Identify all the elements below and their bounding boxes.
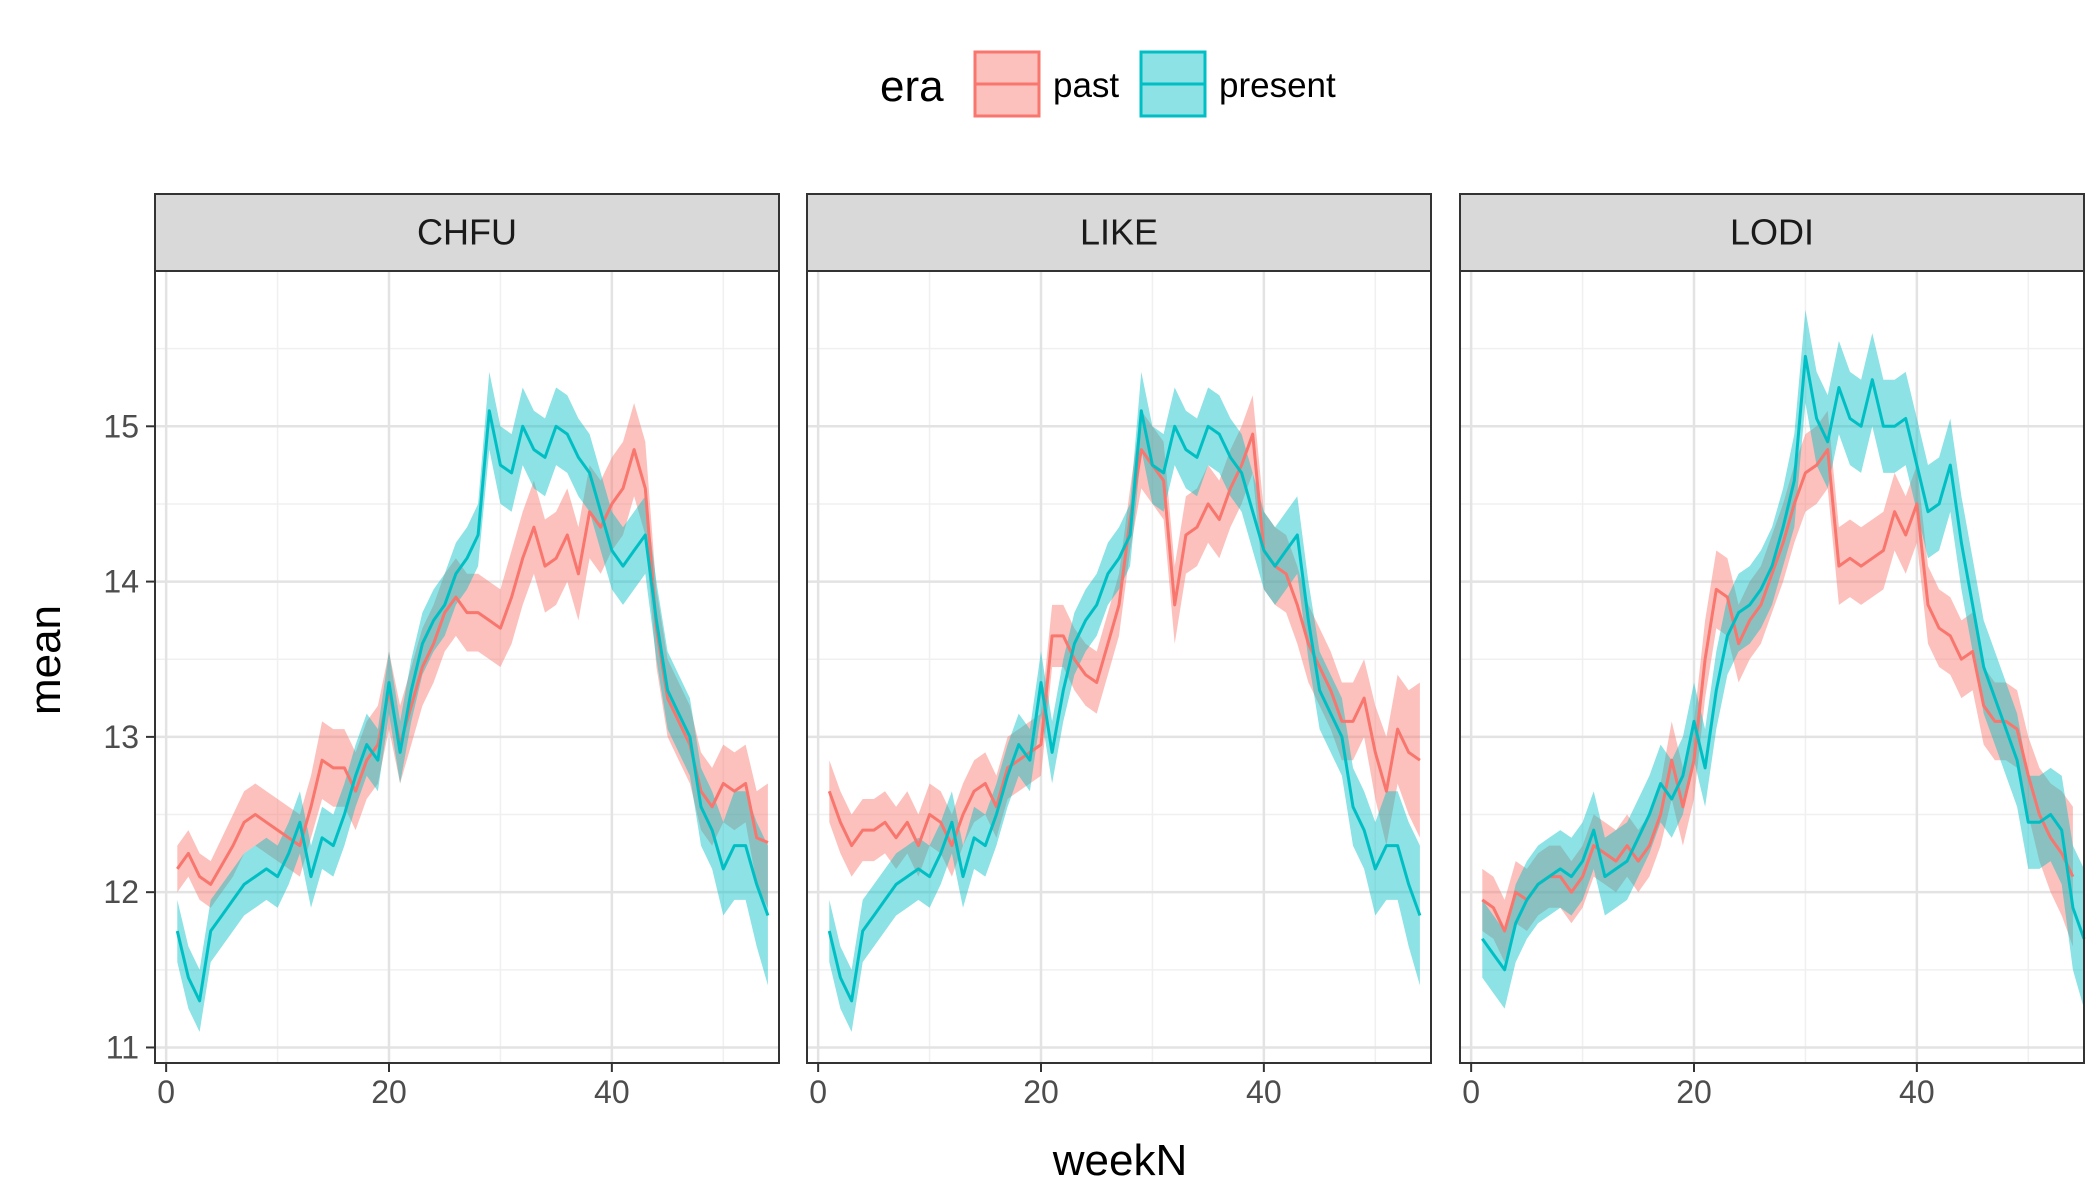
legend-item-present: present — [1139, 50, 1336, 118]
panel-lodi: LODI 0 20 40 — [1459, 193, 2086, 1110]
legend-label-present: present — [1219, 66, 1336, 105]
x-tick-label: 20 — [1676, 1074, 1712, 1110]
ribbon-past — [177, 403, 768, 908]
ribbon-past — [1482, 410, 2073, 963]
y-tick-label: 14 — [103, 564, 139, 600]
y-tick-label: 13 — [103, 719, 139, 755]
x-tick-label: 20 — [371, 1074, 407, 1110]
facet-strip — [1459, 193, 2085, 272]
ribbon-present — [829, 371, 1420, 1032]
panels: CHFU 0 20 40 11 12 13 14 15 LIKE 0 20 40 LODI 0 20 40 — [103, 193, 2086, 1110]
series-line-present — [827, 409, 1422, 1003]
panel-border — [1459, 270, 2085, 1064]
ribbon-present — [177, 371, 768, 1032]
y-tick-label: 12 — [103, 874, 139, 910]
x-tick-label: 40 — [594, 1074, 630, 1110]
series-line-past — [827, 432, 1421, 848]
x-tick-label: 20 — [1023, 1074, 1059, 1110]
facet-strip-label: LODI — [1730, 212, 1814, 253]
panel-border — [806, 270, 1432, 1064]
y-axis-title: mean — [21, 605, 70, 715]
x-tick-label: 40 — [1246, 1074, 1282, 1110]
x-tick-label: 0 — [809, 1074, 827, 1110]
legend-label-past: past — [1053, 66, 1119, 105]
series-line-past — [176, 448, 769, 886]
facet-strip-label: LIKE — [1080, 212, 1158, 253]
plot-background — [155, 271, 779, 1063]
x-tick-label: 0 — [157, 1074, 175, 1110]
panel-chfu: CHFU 0 20 40 11 12 13 14 15 — [103, 193, 780, 1110]
series-line-present — [1481, 354, 2086, 972]
legend: era past present — [880, 50, 1336, 118]
panel-border — [154, 270, 780, 1064]
x-tick-label: 40 — [1899, 1074, 1935, 1110]
x-axis-title: weekN — [1052, 1136, 1188, 1185]
x-tick-label: 0 — [1462, 1074, 1480, 1110]
facet-strip — [154, 193, 780, 272]
facet-strip — [806, 193, 1432, 272]
plot-background — [807, 271, 1431, 1063]
series-line-past — [1481, 448, 2075, 933]
ribbon-present — [1482, 309, 2084, 1009]
series-line-present — [175, 409, 770, 1003]
legend-item-past: past — [973, 50, 1119, 118]
legend-title: era — [880, 62, 944, 111]
plot-background — [1460, 271, 2084, 1063]
panel-like: LIKE 0 20 40 — [806, 193, 1432, 1110]
facet-strip-label: CHFU — [417, 212, 517, 253]
y-tick-label: 11 — [106, 1029, 139, 1065]
y-tick-label: 15 — [103, 408, 139, 444]
